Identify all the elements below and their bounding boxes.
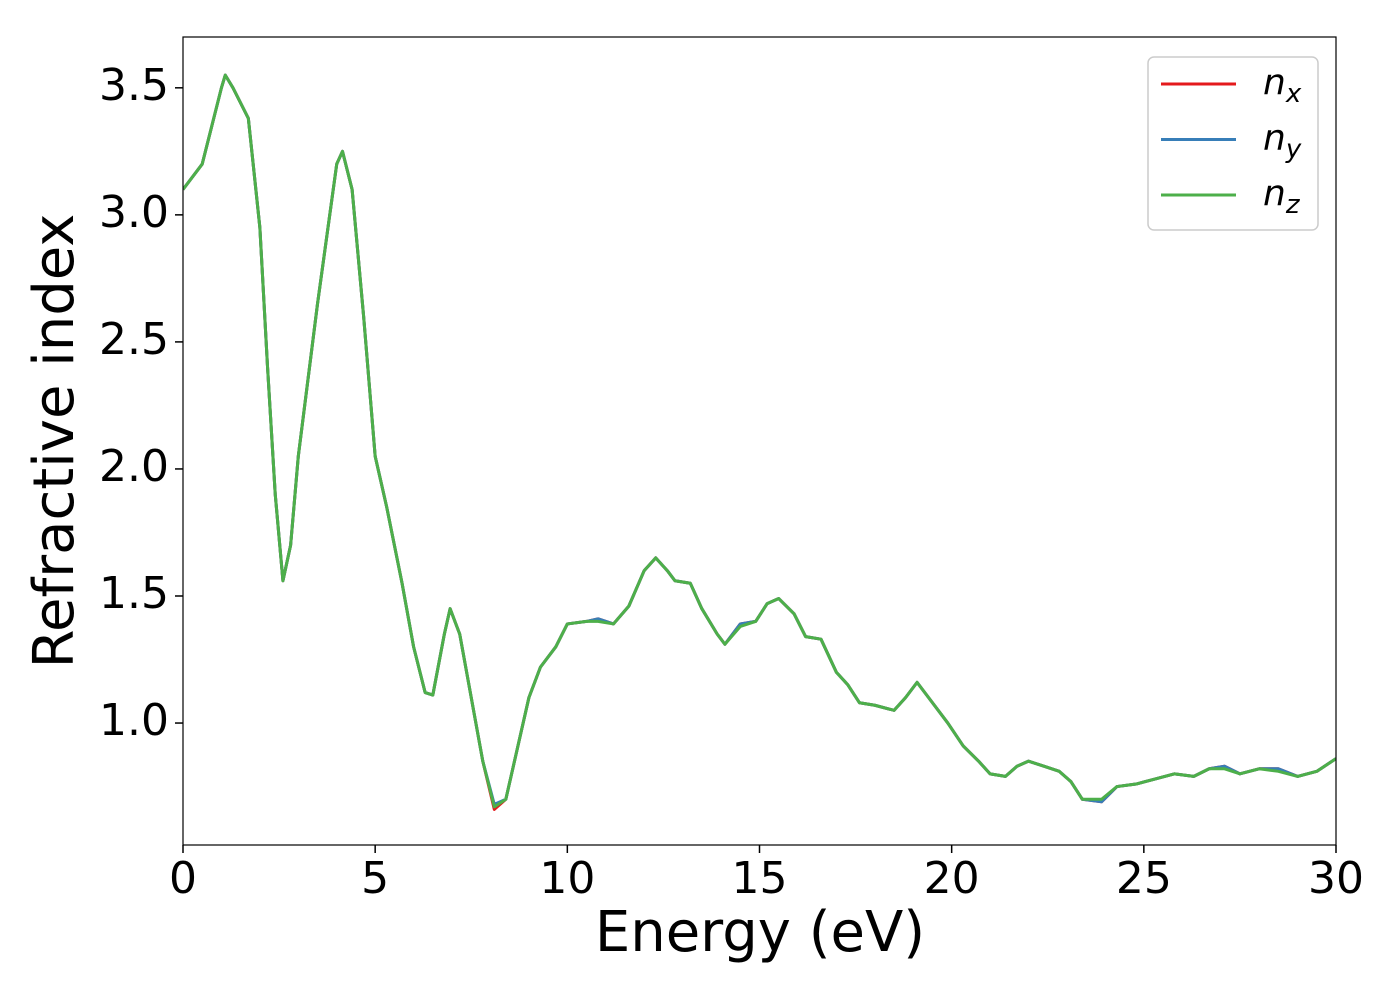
x-tick-label: 25 [1116,853,1172,904]
y-axis-label: Refractive index [22,214,87,669]
x-tick-label: 0 [169,853,197,904]
y-tick-label: 1.0 [99,695,169,746]
y-tick-label: 1.5 [99,568,169,619]
y-tick-label: 3.5 [99,60,169,111]
x-axis-label: Energy (eV) [595,900,925,965]
legend-label: ny [1263,118,1302,165]
legend-label: nx [1263,62,1302,109]
plot-frame [182,36,1337,846]
legend-label: nz [1263,173,1301,220]
x-tick-label: 15 [732,853,788,904]
y-tick-label: 2.0 [99,441,169,492]
x-tick-label: 5 [361,853,389,904]
x-tick-label: 10 [539,853,595,904]
legend: nx ny nz [1147,56,1319,231]
x-tick-label: 30 [1308,853,1364,904]
legend-box [1147,56,1319,231]
y-tick-label: 3.0 [99,187,169,238]
y-tick-label: 2.5 [99,314,169,365]
x-tick-label: 20 [924,853,980,904]
series-line [183,73,1336,809]
